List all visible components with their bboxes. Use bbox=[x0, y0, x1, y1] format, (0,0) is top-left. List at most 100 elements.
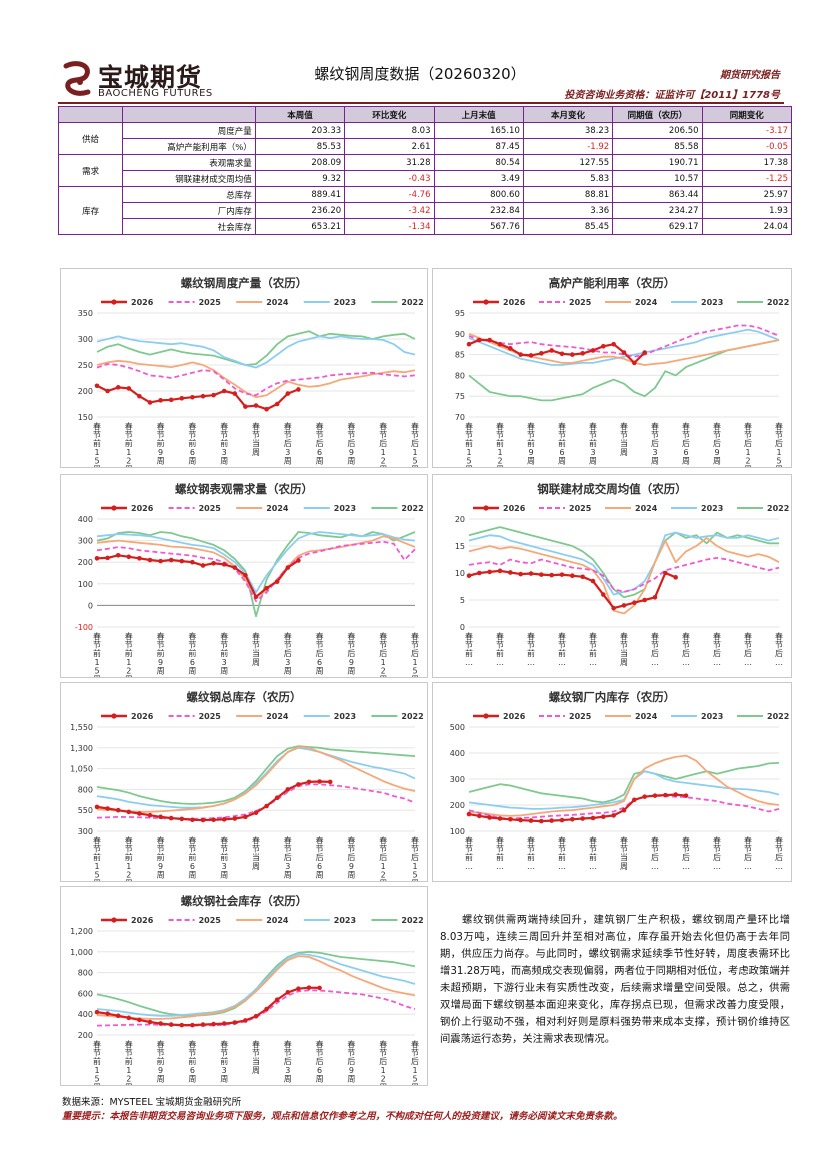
data-point-2026 bbox=[673, 575, 678, 580]
series-line-2026 bbox=[96, 986, 320, 1027]
y-tick-label: 1,550 bbox=[70, 723, 93, 732]
series-line-2025 bbox=[468, 557, 780, 593]
data-point-2026 bbox=[621, 350, 627, 355]
logo-emblem-icon bbox=[63, 61, 91, 96]
table-header-row: 本周值 环比变化 上月末值 本月变化 同期值（农历） 同期变化 bbox=[57, 106, 793, 123]
data-point-2026 bbox=[253, 403, 259, 408]
x-tick-label: 春节前… bbox=[527, 631, 535, 667]
data-point-2026 bbox=[253, 594, 259, 600]
legend-marker bbox=[111, 713, 117, 719]
data-point-2026 bbox=[539, 572, 544, 577]
table-row: 需求 表观需求量 208.09 31.28 80.54 127.55 190.71 17.38 bbox=[57, 154, 793, 187]
y-tick-label: -100 bbox=[75, 623, 93, 632]
data-point-2026 bbox=[611, 813, 616, 818]
data-point-2026 bbox=[518, 352, 523, 357]
data-point-2026 bbox=[105, 806, 110, 811]
data-point-2026 bbox=[652, 595, 658, 600]
data-point-2026 bbox=[601, 592, 606, 597]
data-point-2026 bbox=[147, 557, 153, 563]
x-tick-label: 春节后 3 周 bbox=[284, 631, 292, 675]
data-point-2026 bbox=[179, 816, 185, 822]
data-point-2026 bbox=[200, 393, 206, 399]
data-point-2026 bbox=[642, 350, 647, 355]
x-tick-label: 春节后 9 周 bbox=[347, 1039, 355, 1083]
value-cell: 25.97 bbox=[701, 186, 793, 203]
value-cell: 10.57 bbox=[612, 170, 703, 187]
data-point-2026 bbox=[232, 1020, 238, 1025]
data-point-2026 bbox=[549, 348, 554, 353]
data-point-2026 bbox=[200, 563, 206, 568]
data-point-2026 bbox=[253, 1013, 259, 1019]
data-point-2026 bbox=[642, 597, 647, 603]
y-tick-label: 20 bbox=[455, 515, 465, 524]
x-tick-label: 春节前 3 周 bbox=[220, 421, 228, 465]
y-tick-label: 300 bbox=[78, 537, 93, 546]
company-logo: 宝城期货 BAOCHENG FUTURES bbox=[58, 58, 248, 104]
y-tick-label: 800 bbox=[78, 969, 93, 978]
social-inventory-chart: 螺纹钢社会库存（农历） 1,200 1,000 800 600 400 200春节前15周 春… bbox=[70, 894, 424, 1085]
legend-label: 2025 bbox=[199, 712, 222, 721]
x-tick-label: 春节后15周 bbox=[411, 1039, 419, 1085]
data-point-2026 bbox=[126, 809, 132, 815]
data-point-2026 bbox=[518, 571, 523, 577]
data-point-2026 bbox=[632, 797, 637, 803]
data-point-2026 bbox=[168, 557, 174, 563]
x-tick-label: 春节后12周 bbox=[379, 631, 387, 677]
series-line-2024 bbox=[468, 537, 780, 615]
x-tick-label: 春节前 9 周 bbox=[157, 421, 165, 465]
value-cell: 9.32 bbox=[254, 170, 346, 187]
data-point-2026 bbox=[580, 574, 585, 580]
data-point-2026 bbox=[137, 1017, 142, 1023]
legend-marker bbox=[111, 505, 117, 511]
y-tick-label: 100 bbox=[450, 827, 465, 836]
y-tick-label: 200 bbox=[78, 387, 93, 396]
series-line-2023 bbox=[468, 531, 780, 596]
x-tick-label: 春节前… bbox=[558, 835, 566, 871]
x-tick-label: 春节后 6 周 bbox=[316, 631, 324, 675]
x-tick-label: 春节当周 bbox=[252, 421, 260, 457]
x-tick-label: 春节后15周 bbox=[411, 631, 419, 677]
chart-panel-plant-inventory: 螺纹钢厂内库存（农历） 500 400 300 200 100 春节前… 春节前… 春节前… 春节… bbox=[432, 682, 792, 882]
chart-panel-total-inventory: 螺纹钢总库存（农历） 1,550 1,300 1,050 800 550 300春节前15周… bbox=[60, 682, 428, 882]
table-row: 厂内库存 236.20 -3.42 232.84 3.36 234.27 1.93 bbox=[59, 202, 793, 219]
y-tick-label: 200 bbox=[78, 558, 93, 567]
legend-label: 2022 bbox=[767, 504, 789, 513]
data-point-2026 bbox=[508, 570, 513, 575]
x-tick-label: 春节后 3 周 bbox=[284, 1039, 292, 1083]
x-tick-label: 春节前… bbox=[496, 835, 504, 871]
data-point-2026 bbox=[559, 351, 565, 357]
indicator-cell: 高炉产能利用率（%） bbox=[122, 138, 256, 155]
value-cell: 85.45 bbox=[522, 218, 614, 235]
legend-label: 2026 bbox=[131, 504, 154, 513]
transactions-chart: 钢联建材成交周均值（农历）20151050春节前…春节前…春节前…春节前…春节前… bbox=[455, 482, 789, 667]
y-tick-label: 10 bbox=[455, 569, 465, 578]
data-point-2026 bbox=[285, 391, 291, 396]
data-point-2026 bbox=[632, 600, 637, 605]
table-row: 库存 总库存 889.41 -4.76 800.60 88.81 863.44 25.97 bbox=[57, 186, 793, 235]
y-tick-label: 200 bbox=[78, 1031, 93, 1040]
series-line-2024 bbox=[468, 754, 780, 817]
data-point-2026 bbox=[317, 985, 322, 991]
legend-label: 2026 bbox=[131, 712, 154, 721]
value-cell: 17.38 bbox=[701, 154, 793, 171]
legend-label: 2024 bbox=[266, 712, 289, 721]
data-point-2026 bbox=[466, 573, 472, 578]
y-tick-label: 500 bbox=[450, 723, 465, 732]
x-tick-label: 春节前 9 周 bbox=[157, 835, 165, 879]
data-point-2026 bbox=[549, 572, 554, 578]
data-point-2026 bbox=[621, 807, 627, 813]
y-tick-label: 300 bbox=[78, 827, 93, 836]
series-line-2023 bbox=[96, 746, 416, 809]
value-cell: 567.76 bbox=[433, 218, 524, 235]
page-title: 螺纹钢周度数据（20260320） bbox=[314, 65, 526, 83]
data-point-2026 bbox=[126, 386, 132, 391]
category-cell: 需求 bbox=[57, 154, 124, 187]
data-point-2026 bbox=[158, 398, 163, 403]
x-tick-label: 春节前 6 周 bbox=[188, 1039, 196, 1083]
data-point-2026 bbox=[168, 397, 174, 403]
data-point-2026 bbox=[477, 337, 482, 343]
x-tick-label: 春节前 6 周 bbox=[188, 835, 196, 879]
legend-marker bbox=[483, 505, 489, 511]
data-point-2026 bbox=[264, 1006, 269, 1012]
legend-label: 2022 bbox=[767, 712, 789, 721]
